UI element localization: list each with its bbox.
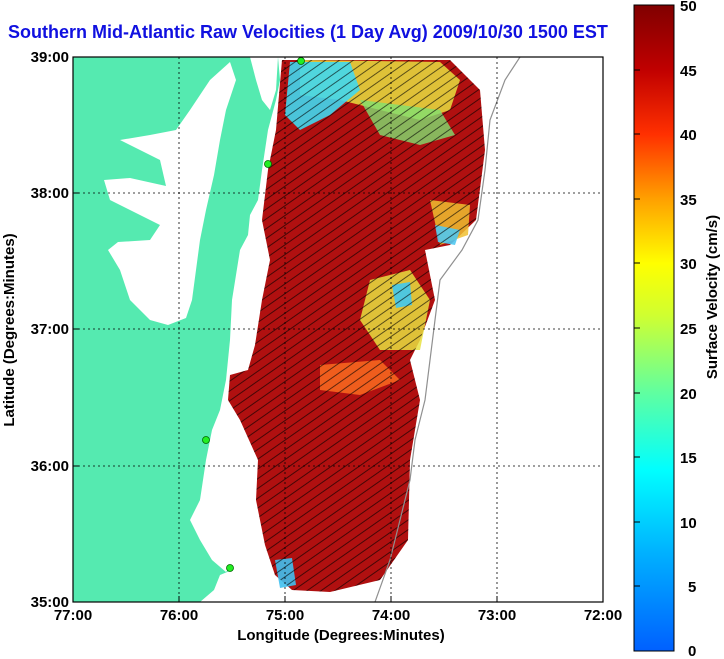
y-tick-label: 36:00 <box>31 458 69 475</box>
colorbar-tick-label: 30 <box>680 256 697 273</box>
y-tick-label: 37:00 <box>31 321 69 338</box>
y-axis-label: Latitude (Degrees:Minutes) <box>1 233 18 426</box>
pamlico-sound <box>190 470 236 572</box>
colorbar-tick-label: 25 <box>680 321 697 338</box>
colorbar-label: Surface Velocity (cm/s) <box>704 215 721 379</box>
x-tick-label: 76:00 <box>160 607 198 624</box>
map-title: Southern Mid-Atlantic Raw Velocities (1 … <box>8 22 608 42</box>
colorbar-tick-label: 10 <box>680 515 697 532</box>
colorbar-tick-label: 15 <box>680 450 697 467</box>
chesapeake-bay <box>104 62 236 325</box>
colorbar-tick-label: 45 <box>680 63 697 80</box>
colorbar-tick-label: 20 <box>680 386 697 403</box>
x-tick-label: 77:00 <box>54 607 92 624</box>
x-axis-label: Longitude (Degrees:Minutes) <box>237 627 445 644</box>
colorbar-ticks <box>634 4 640 587</box>
tick-marks <box>73 192 498 602</box>
x-tick-label: 74:00 <box>372 607 410 624</box>
colorbar-tick-label: 35 <box>680 192 697 209</box>
radar-stations <box>202 57 305 572</box>
colorbar-tick-label: 50 <box>680 0 697 15</box>
colorbar-tick-label: 0 <box>688 643 696 659</box>
y-tick-label: 39:00 <box>31 49 69 66</box>
y-tick-label: 38:00 <box>31 185 69 202</box>
delaware-bay <box>250 57 278 110</box>
x-tick-label: 73:00 <box>478 607 516 624</box>
velocity-vectors <box>228 60 485 592</box>
colorbar-tick-label: 5 <box>688 579 696 596</box>
x-tick-label: 75:00 <box>266 607 304 624</box>
colorbar-tick-label: 40 <box>680 127 697 144</box>
y-tick-label: 35:00 <box>31 594 69 611</box>
x-tick-label: 72:00 <box>584 607 622 624</box>
grid-lines <box>73 57 603 602</box>
bathymetry-contour <box>374 57 521 602</box>
